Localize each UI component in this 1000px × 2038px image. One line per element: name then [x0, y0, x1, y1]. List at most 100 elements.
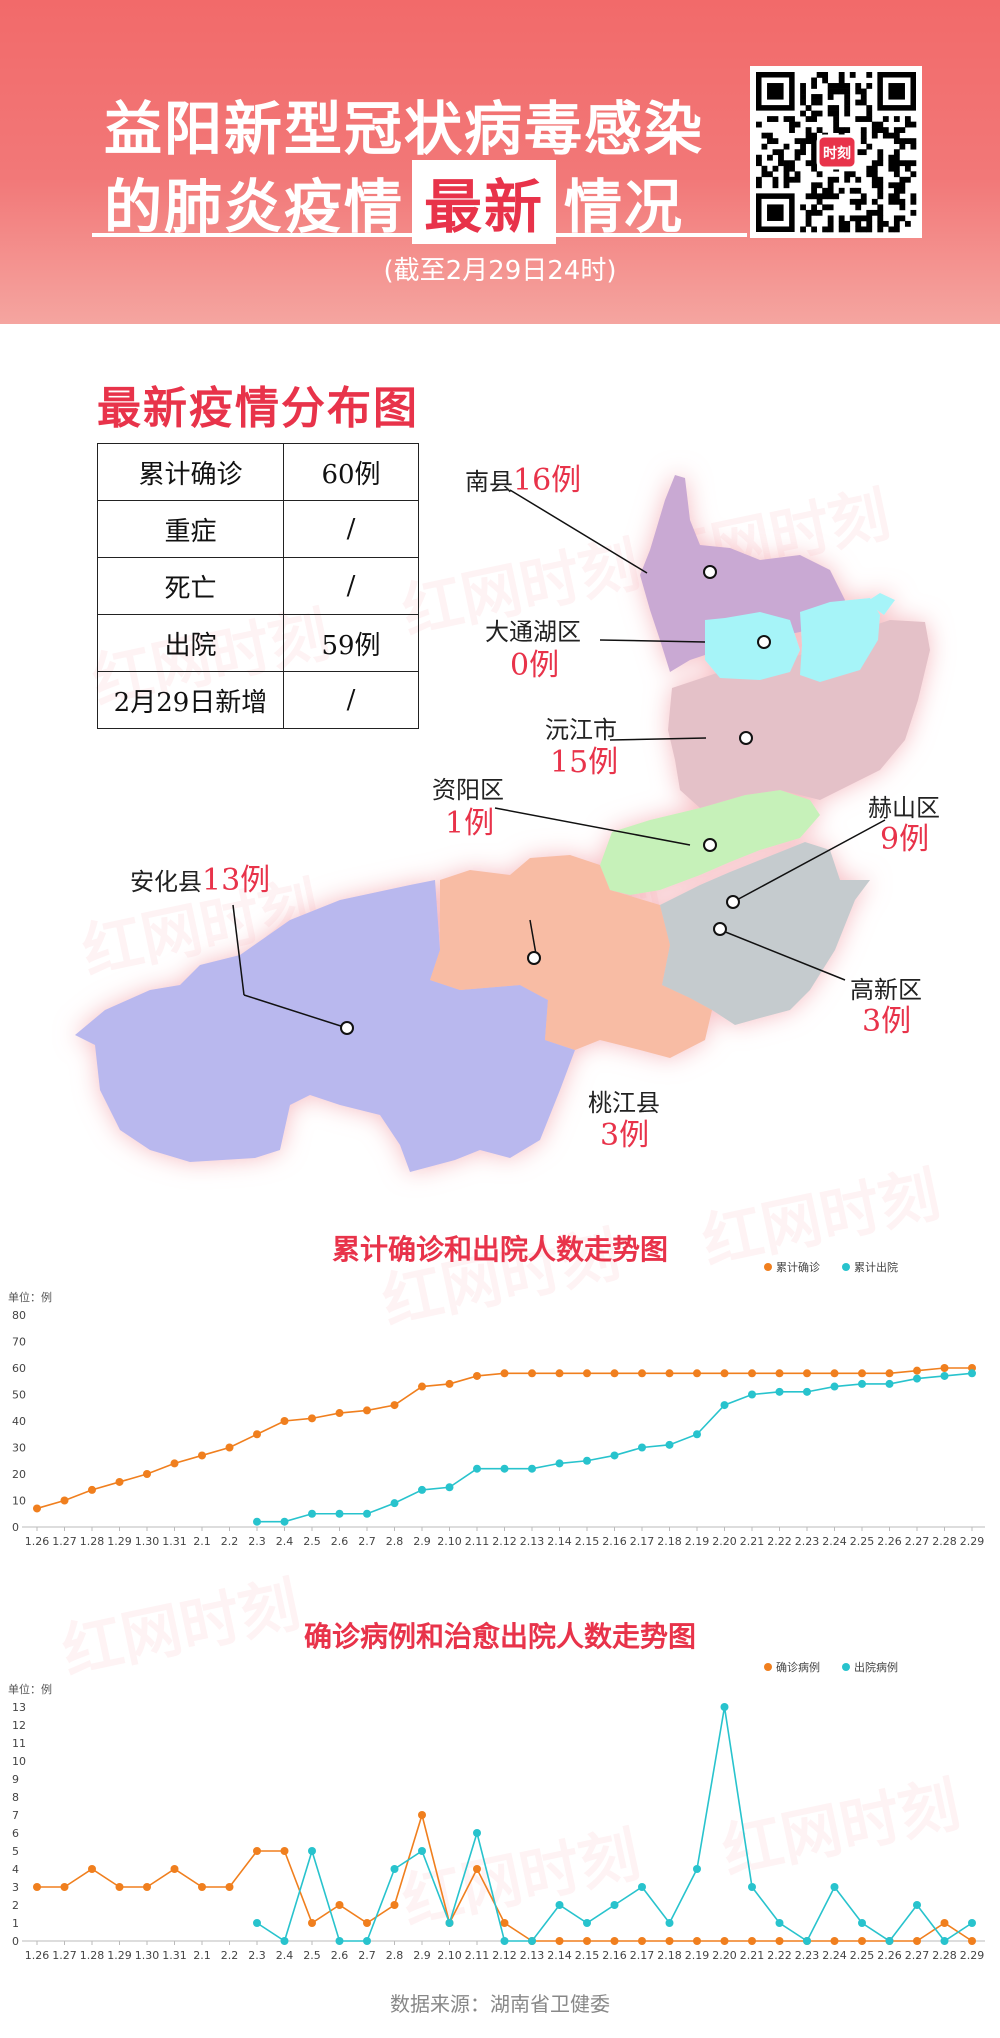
data-point: [610, 1937, 619, 1945]
data-point: [143, 1470, 151, 1478]
data-point: [390, 1401, 399, 1410]
map-label-anhua: 安化县13例: [130, 863, 271, 898]
x-tick-label: 2.9: [413, 1535, 431, 1548]
x-tick-label: 2.4: [276, 1949, 294, 1962]
data-point: [335, 1901, 344, 1909]
x-tick-label: 2.20: [712, 1535, 737, 1548]
stat-label: 累计确诊: [97, 443, 284, 501]
data-point: [940, 1371, 949, 1380]
data-point: [665, 1937, 674, 1945]
section-title: 最新疫情分布图: [97, 383, 419, 434]
y-tick-label: 1: [12, 1917, 19, 1930]
y-tick-label: 9: [12, 1773, 19, 1786]
x-tick-label: 2.15: [575, 1949, 600, 1962]
data-point: [308, 1847, 316, 1855]
map-marker: [340, 1021, 354, 1035]
data-point: [390, 1499, 399, 1508]
data-point: [280, 1517, 289, 1526]
data-point: [225, 1443, 234, 1452]
table-row: 2月29日新增 /: [97, 671, 419, 729]
data-point: [583, 1456, 591, 1465]
page-title-line2: 的肺炎疫情 最新 情况: [104, 160, 684, 244]
data-point: [225, 1883, 234, 1891]
data-point: [253, 1430, 261, 1439]
data-point: [638, 1883, 646, 1891]
data-point: [445, 1483, 454, 1492]
data-point: [885, 1379, 894, 1388]
qr-code-icon: 时刻: [750, 66, 922, 238]
x-tick-label: 2.21: [740, 1535, 765, 1548]
data-point: [913, 1901, 921, 1909]
map-label-gaoxin: 高新区: [850, 976, 922, 1004]
data-point: [528, 1464, 536, 1473]
x-tick-label: 1.31: [162, 1535, 187, 1548]
legend-marker: [764, 1263, 772, 1271]
data-point: [198, 1883, 206, 1891]
x-tick-label: 2.18: [657, 1949, 682, 1962]
map-marker: [726, 895, 740, 909]
data-point: [665, 1440, 674, 1449]
map-count-gaoxin: 3例: [862, 1004, 912, 1039]
data-point: [143, 1883, 151, 1891]
x-tick-label: 2.27: [905, 1949, 930, 1962]
map-region-taojiang: [430, 855, 712, 1058]
data-point: [693, 1937, 701, 1945]
data-point: [913, 1366, 921, 1375]
data-point: [115, 1477, 124, 1486]
y-tick-label: 3: [12, 1881, 19, 1894]
x-tick-label: 2.2: [221, 1949, 239, 1962]
x-tick-label: 2.18: [657, 1535, 682, 1548]
x-tick-label: 1.27: [52, 1535, 77, 1548]
x-tick-label: 2.17: [630, 1949, 655, 1962]
map-label-ziyang: 资阳区: [432, 776, 504, 804]
title-highlight: 最新: [412, 160, 557, 244]
x-tick-label: 2.16: [602, 1535, 627, 1548]
data-point: [363, 1406, 371, 1415]
x-tick-label: 2.9: [413, 1949, 431, 1962]
data-point: [665, 1369, 674, 1378]
data-point: [748, 1883, 756, 1891]
x-tick-label: 2.29: [960, 1949, 985, 1962]
x-tick-label: 1.28: [80, 1535, 105, 1548]
stat-value: /: [283, 557, 419, 615]
map-region-datonghu-east: [800, 598, 880, 682]
legend-label: 累计确诊: [776, 1260, 820, 1274]
x-tick-label: 1.28: [80, 1949, 105, 1962]
data-point: [555, 1459, 564, 1468]
data-point: [720, 1937, 729, 1945]
data-point: [748, 1937, 756, 1945]
data-point: [445, 1919, 454, 1927]
x-tick-label: 2.13: [520, 1535, 545, 1548]
header-banner: 益阳新型冠状病毒感染 的肺炎疫情 最新 情况 (截至2月29日24时) 时刻: [0, 0, 1000, 324]
x-tick-label: 2.27: [905, 1535, 930, 1548]
data-point: [528, 1369, 536, 1378]
map-label-datonghu: 大通湖区: [485, 618, 581, 646]
x-tick-label: 2.26: [877, 1535, 902, 1548]
data-point: [308, 1919, 316, 1927]
y-tick-label: 12: [12, 1719, 26, 1732]
data-point: [60, 1496, 69, 1505]
stat-label: 死亡: [97, 557, 284, 615]
data-point: [308, 1509, 316, 1518]
y-tick-label: 50: [12, 1389, 26, 1402]
x-tick-label: 2.10: [437, 1949, 462, 1962]
data-point: [968, 1369, 976, 1378]
data-point: [473, 1865, 481, 1873]
data-point: [198, 1451, 206, 1460]
data-point: [390, 1901, 399, 1909]
x-tick-label: 2.13: [520, 1949, 545, 1962]
data-point: [720, 1703, 729, 1711]
x-tick-label: 2.6: [331, 1949, 349, 1962]
map-region-heshan: [660, 842, 870, 1025]
map-region-anhua: [75, 880, 575, 1172]
data-point: [913, 1374, 921, 1383]
y-tick-label: 60: [12, 1362, 26, 1375]
x-tick-label: 1.29: [107, 1949, 132, 1962]
map-count-heshan: 9例: [880, 822, 930, 857]
unit-label: 单位：例: [8, 1290, 52, 1304]
x-tick-label: 2.4: [276, 1535, 294, 1548]
data-point: [253, 1919, 261, 1927]
x-tick-label: 2.15: [575, 1535, 600, 1548]
x-tick-label: 2.20: [712, 1949, 737, 1962]
data-point: [775, 1919, 784, 1927]
